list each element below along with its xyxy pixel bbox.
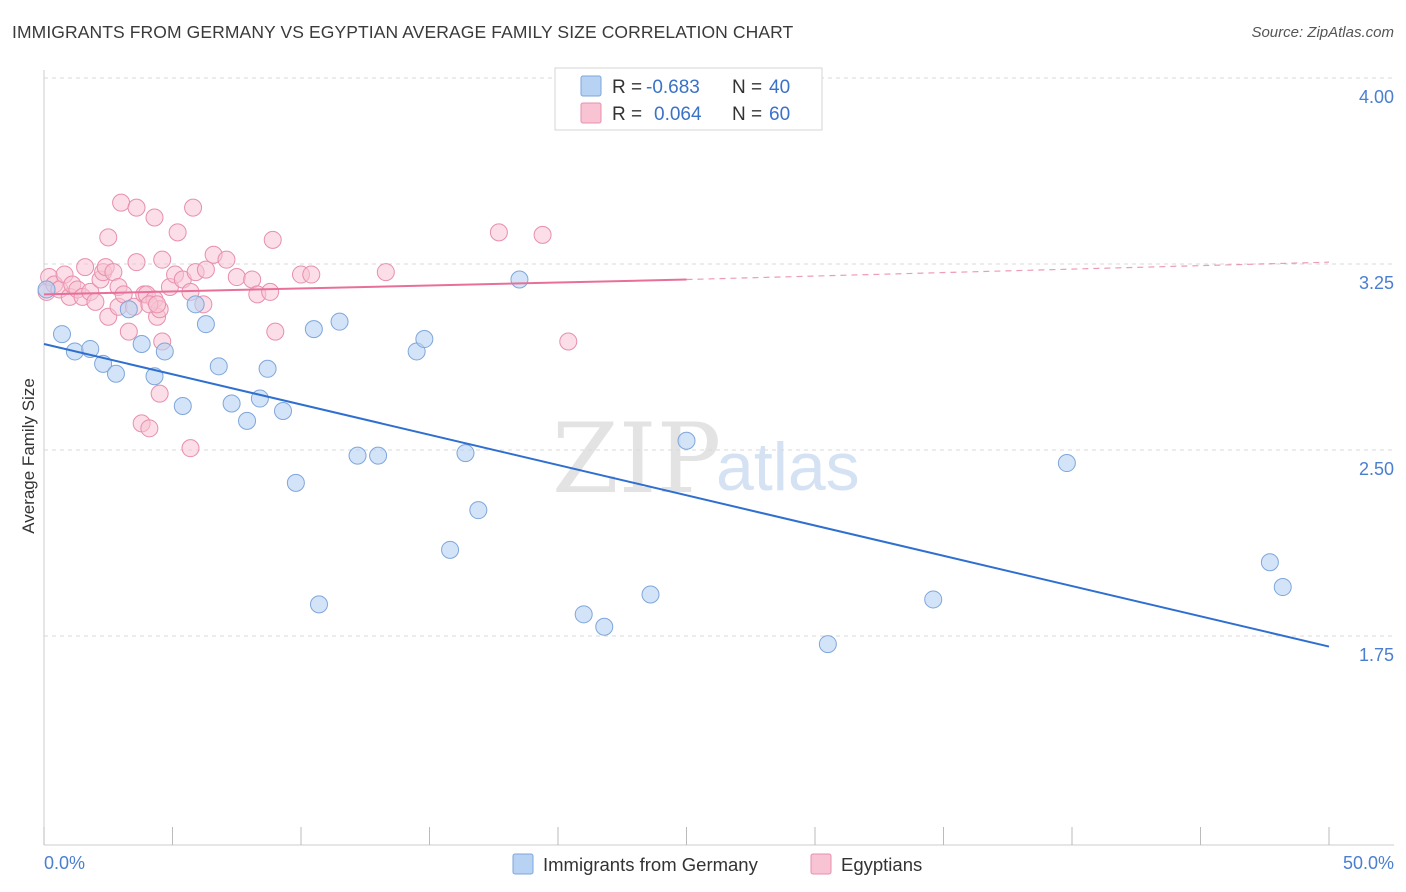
egyptians-point xyxy=(86,292,105,311)
source-note: Source: ZipAtlas.com xyxy=(1251,24,1394,41)
germany-point xyxy=(106,364,125,383)
germany-point xyxy=(348,446,367,465)
germany-point xyxy=(196,315,215,334)
bottom-legend-label-germany: Immigrants from Germany xyxy=(543,854,759,875)
germany-point xyxy=(574,605,593,624)
y-tick-label-1: 2.50 xyxy=(1359,459,1394,479)
germany-point xyxy=(186,295,205,314)
germany-point xyxy=(369,446,388,465)
correlation-legend: R = -0.683 N = 40 R = 0.064 N = 60 xyxy=(554,67,823,131)
germany-point xyxy=(52,325,71,344)
germany-point xyxy=(155,342,174,361)
axes xyxy=(43,70,1394,846)
egyptians-point xyxy=(196,260,215,279)
bottom-legend-swatch-germany xyxy=(512,853,534,875)
egyptians-point xyxy=(261,282,280,301)
watermark: ZIP atlas xyxy=(552,403,860,515)
series-legend: Immigrants from Germany Egyptians xyxy=(512,853,922,875)
egyptians-point xyxy=(112,193,131,212)
y-tick-labels: 1.75 2.50 3.25 4.00 xyxy=(1359,87,1394,665)
germany-point xyxy=(258,359,277,378)
egyptians-point xyxy=(153,250,172,269)
chart-title: IMMIGRANTS FROM GERMANY VS EGYPTIAN AVER… xyxy=(12,22,794,42)
germany-point xyxy=(510,270,529,289)
germany-point xyxy=(1273,578,1292,597)
y-axis-label: Average Family Size xyxy=(19,378,38,534)
legend-swatch-egyptians xyxy=(580,102,602,124)
egyptians-point xyxy=(217,250,236,269)
germany-point xyxy=(595,617,614,636)
legend-swatch-germany xyxy=(580,75,602,97)
germany-point xyxy=(469,501,488,520)
legend-r-label-germany: R = xyxy=(612,77,642,98)
y-tick-label-2: 3.25 xyxy=(1359,273,1394,293)
germany-point xyxy=(37,280,56,299)
germany-point xyxy=(274,401,293,420)
egyptians-point xyxy=(227,268,246,287)
egyptians-point xyxy=(266,322,285,341)
germany-point xyxy=(238,411,257,430)
germany-points xyxy=(37,270,1292,654)
germany-point xyxy=(456,444,475,463)
egyptians-point xyxy=(99,228,118,247)
germany-point xyxy=(304,320,323,339)
egyptians-point xyxy=(489,223,508,242)
legend-n-label-egyptians: N = xyxy=(732,104,762,125)
x-tick-label-min: 0.0% xyxy=(44,853,85,873)
germany-point xyxy=(441,540,460,559)
legend-n-value-egyptians: 60 xyxy=(769,104,790,125)
egyptians-point xyxy=(150,384,169,403)
gridlines xyxy=(44,77,1394,637)
egyptians-point xyxy=(168,223,187,242)
bottom-legend-label-egyptians: Egyptians xyxy=(841,854,922,875)
egyptians-point xyxy=(145,208,164,227)
germany-point xyxy=(1260,553,1279,572)
germany-point xyxy=(641,585,660,604)
egyptians-trend-line xyxy=(43,278,687,296)
germany-point xyxy=(818,635,837,654)
bottom-legend-swatch-egyptians xyxy=(810,853,832,875)
egyptians-point xyxy=(76,258,95,277)
egyptians-point xyxy=(302,265,321,284)
egyptians-point xyxy=(184,198,203,217)
egyptians-point xyxy=(119,322,138,341)
germany-point xyxy=(415,330,434,349)
germany-point xyxy=(677,431,696,450)
germany-point xyxy=(222,394,241,413)
egyptians-point xyxy=(559,332,578,351)
egyptians-point xyxy=(533,225,552,244)
trend-lines xyxy=(43,261,1330,648)
germany-point xyxy=(286,473,305,492)
egyptians-point xyxy=(127,198,146,217)
egyptians-point xyxy=(148,295,167,314)
legend-r-value-egyptians: 0.064 xyxy=(654,104,702,125)
germany-point xyxy=(119,300,138,319)
legend-n-label-germany: N = xyxy=(732,77,762,98)
egyptians-trend-extension xyxy=(686,261,1330,281)
y-tick-label-3: 4.00 xyxy=(1359,87,1394,107)
egyptians-point xyxy=(140,419,159,438)
egyptians-point xyxy=(127,253,146,272)
egyptians-point xyxy=(181,439,200,458)
x-tick-label-max: 50.0% xyxy=(1343,853,1394,873)
legend-n-value-germany: 40 xyxy=(769,77,790,98)
germany-point xyxy=(173,397,192,415)
legend-r-value-germany: -0.683 xyxy=(646,77,700,98)
germany-point xyxy=(1057,454,1076,473)
egyptians-point xyxy=(263,230,282,249)
legend-r-label-egyptians: R = xyxy=(612,104,642,125)
germany-point xyxy=(309,595,328,614)
watermark-atlas: atlas xyxy=(716,429,860,505)
germany-point xyxy=(209,357,228,376)
germany-trend-line xyxy=(43,343,1330,648)
egyptians-point xyxy=(376,263,395,282)
y-tick-label-0: 1.75 xyxy=(1359,645,1394,665)
germany-point xyxy=(330,312,349,331)
germany-point xyxy=(132,335,151,353)
germany-point xyxy=(924,590,943,609)
